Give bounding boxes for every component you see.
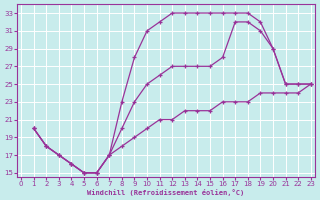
X-axis label: Windchill (Refroidissement éolien,°C): Windchill (Refroidissement éolien,°C) [87,189,244,196]
